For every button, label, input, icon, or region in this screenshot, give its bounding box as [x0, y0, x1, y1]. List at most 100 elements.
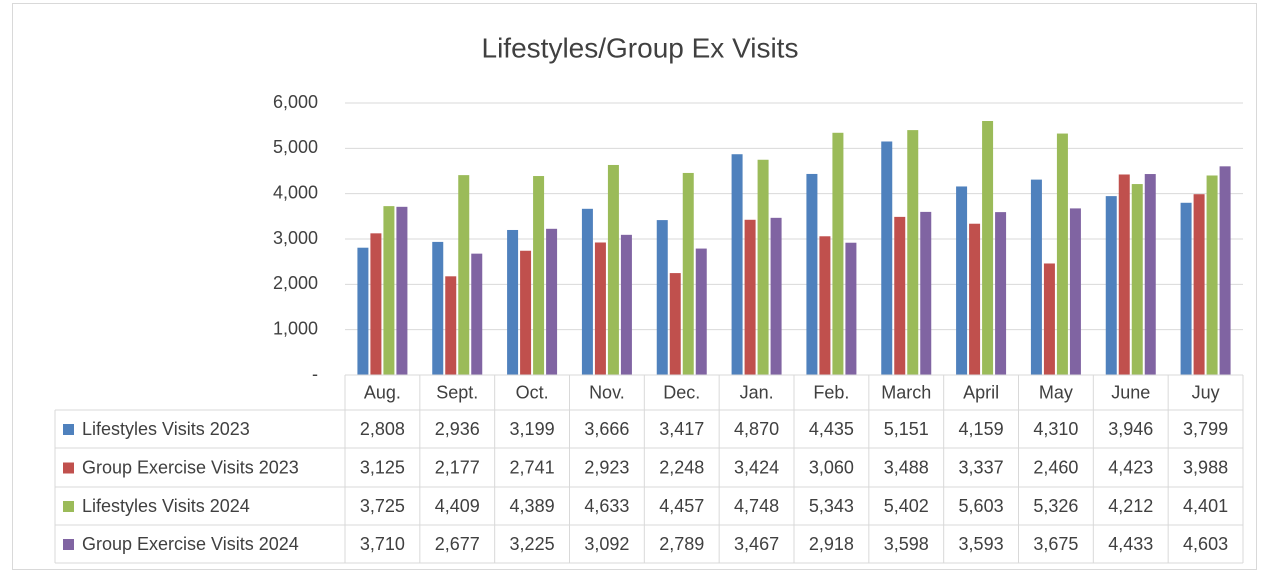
chart-title: Lifestyles/Group Ex Visits [482, 32, 799, 63]
bar [370, 233, 382, 375]
bar [881, 141, 893, 375]
table-value: 5,343 [809, 496, 854, 516]
table-value: 3,337 [959, 457, 1004, 477]
bar [1131, 184, 1143, 375]
bar [594, 242, 606, 375]
table-value: 5,326 [1033, 496, 1078, 516]
table-value: 3,799 [1183, 419, 1228, 439]
table-value: 5,402 [884, 496, 929, 516]
bar [445, 276, 457, 375]
bar [832, 132, 844, 375]
table-value: 3,710 [360, 534, 405, 554]
table-value: 4,310 [1033, 419, 1078, 439]
table-value: 4,603 [1183, 534, 1228, 554]
table-value: 4,389 [510, 496, 555, 516]
bar [432, 241, 444, 375]
table-value: 4,457 [659, 496, 704, 516]
bar [1219, 166, 1231, 375]
bar [669, 273, 681, 375]
table-value: 3,598 [884, 534, 929, 554]
bar [471, 253, 483, 375]
bar [1069, 208, 1081, 375]
table-value: 3,988 [1183, 457, 1228, 477]
chart-border [12, 3, 1257, 570]
table-value: 5,603 [959, 496, 1004, 516]
bar [1180, 202, 1192, 375]
table-value: 2,918 [809, 534, 854, 554]
bar [533, 176, 545, 375]
table-value: 3,125 [360, 457, 405, 477]
bar [682, 172, 694, 375]
x-tick-label: Nov. [589, 382, 625, 402]
table-value: 3,199 [510, 419, 555, 439]
table-value: 3,424 [734, 457, 779, 477]
bar [1030, 179, 1042, 375]
bar [620, 234, 632, 375]
bar [1043, 263, 1055, 375]
table-value: 2,936 [435, 419, 480, 439]
bar [1105, 196, 1117, 375]
bar [1206, 175, 1218, 375]
bar [458, 175, 470, 375]
table-value: 4,433 [1108, 534, 1153, 554]
legend-label: Group Exercise Visits 2023 [82, 457, 299, 477]
y-tick-label: - [312, 364, 318, 384]
table-value: 3,946 [1108, 419, 1153, 439]
x-tick-label: Aug. [364, 382, 401, 402]
table-value: 3,467 [734, 534, 779, 554]
bar [806, 173, 818, 375]
table-value: 3,225 [510, 534, 555, 554]
y-tick-label: 3,000 [273, 228, 318, 248]
legend-label: Lifestyles Visits 2023 [82, 419, 250, 439]
table-value: 4,212 [1108, 496, 1153, 516]
bar [819, 236, 831, 375]
bar [1118, 174, 1130, 375]
x-tick-label: Dec. [663, 382, 700, 402]
bar [744, 219, 756, 375]
bar [357, 247, 369, 375]
table-value: 2,741 [510, 457, 555, 477]
legend-key [63, 424, 74, 435]
bar [656, 220, 668, 375]
x-tick-label: April [963, 382, 999, 402]
legend-label: Lifestyles Visits 2024 [82, 496, 250, 516]
bar [520, 250, 532, 375]
table-value: 4,633 [584, 496, 629, 516]
table-value: 2,789 [659, 534, 704, 554]
table-value: 4,870 [734, 419, 779, 439]
table-value: 2,177 [435, 457, 480, 477]
table-value: 3,666 [584, 419, 629, 439]
bar [1193, 194, 1205, 375]
y-tick-label: 4,000 [273, 182, 318, 202]
legend-key [63, 501, 74, 512]
bar [1144, 174, 1156, 375]
x-tick-label: Juy [1192, 382, 1220, 402]
table-value: 3,593 [959, 534, 1004, 554]
table-value: 3,675 [1033, 534, 1078, 554]
x-tick-label: Sept. [436, 382, 478, 402]
x-tick-label: June [1111, 382, 1150, 402]
table-value: 2,677 [435, 534, 480, 554]
x-tick-label: Feb. [813, 382, 849, 402]
x-tick-label: March [881, 382, 931, 402]
bar [1056, 133, 1068, 375]
table-value: 4,401 [1183, 496, 1228, 516]
table-value: 4,748 [734, 496, 779, 516]
table-value: 3,092 [584, 534, 629, 554]
bar [546, 228, 558, 375]
bar [695, 248, 707, 375]
bar [731, 154, 743, 375]
table-value: 3,725 [360, 496, 405, 516]
legend-label: Group Exercise Visits 2024 [82, 534, 299, 554]
bar [383, 206, 395, 375]
table-value: 2,808 [360, 419, 405, 439]
bar [396, 206, 408, 375]
legend-key [63, 462, 74, 474]
bar [956, 186, 968, 375]
table-value: 3,488 [884, 457, 929, 477]
table-value: 4,423 [1108, 457, 1153, 477]
table-value: 4,159 [959, 419, 1004, 439]
y-tick-label: 2,000 [273, 273, 318, 293]
bar [770, 217, 782, 375]
y-tick-label: 6,000 [273, 92, 318, 112]
